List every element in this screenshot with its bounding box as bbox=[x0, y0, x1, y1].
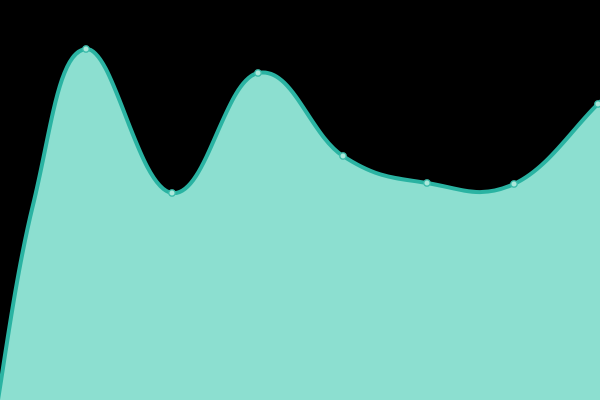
data-point-marker bbox=[510, 180, 518, 188]
trend-line bbox=[0, 46, 600, 400]
data-point-marker bbox=[339, 152, 347, 160]
area-fill bbox=[0, 48, 600, 400]
data-point-marker bbox=[168, 189, 176, 197]
data-point-marker bbox=[254, 69, 262, 77]
data-point-marker bbox=[423, 179, 431, 187]
data-point-markers bbox=[82, 45, 600, 197]
data-point-marker bbox=[594, 100, 600, 108]
data-point-marker bbox=[82, 45, 90, 53]
